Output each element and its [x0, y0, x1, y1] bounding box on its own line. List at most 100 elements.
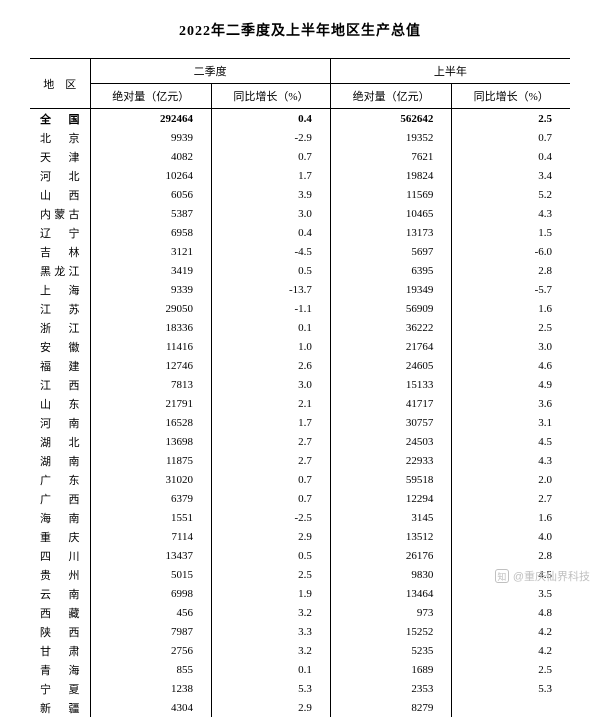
h1-yoy-cell: 1.5 [452, 223, 570, 242]
region-cell: 湖 北 [30, 432, 90, 451]
q2-abs-cell: 1238 [90, 679, 212, 698]
q2-yoy-cell: 1.7 [212, 166, 331, 185]
h1-abs-cell: 15252 [330, 622, 452, 641]
h1-abs-cell: 3145 [330, 508, 452, 527]
q2-abs-cell: 6379 [90, 489, 212, 508]
region-cell: 江 西 [30, 375, 90, 394]
h1-abs-cell: 10465 [330, 204, 452, 223]
q2-yoy-cell: 0.5 [212, 261, 331, 280]
h1-yoy-cell: 3.6 [452, 394, 570, 413]
h1-yoy-cell: 2.5 [452, 660, 570, 679]
q2-yoy-cell: 2.6 [212, 356, 331, 375]
q2-yoy-cell: 3.0 [212, 204, 331, 223]
q2-abs-cell: 12746 [90, 356, 212, 375]
q2-abs-cell: 6958 [90, 223, 212, 242]
header-h1-abs: 绝对量（亿元） [330, 84, 452, 109]
region-cell: 内蒙古 [30, 204, 90, 223]
region-cell: 河 北 [30, 166, 90, 185]
table-row: 浙 江183360.1362222.5 [30, 318, 570, 337]
h1-yoy-cell: 5.3 [452, 679, 570, 698]
table-row: 陕 西79873.3152524.2 [30, 622, 570, 641]
q2-abs-cell: 29050 [90, 299, 212, 318]
q2-yoy-cell: -4.5 [212, 242, 331, 261]
region-cell: 云 南 [30, 584, 90, 603]
table-row: 湖 南118752.7229334.3 [30, 451, 570, 470]
header-region: 地 区 [30, 59, 90, 109]
table-row: 北 京9939-2.9193520.7 [30, 128, 570, 147]
q2-yoy-cell: 0.7 [212, 147, 331, 166]
h1-yoy-cell: 5.2 [452, 185, 570, 204]
h1-abs-cell: 13173 [330, 223, 452, 242]
h1-abs-cell: 24605 [330, 356, 452, 375]
table-row: 四 川134370.5261762.8 [30, 546, 570, 565]
h1-abs-cell: 12294 [330, 489, 452, 508]
q2-abs-cell: 9939 [90, 128, 212, 147]
h1-yoy-cell: 4.6 [452, 356, 570, 375]
h1-abs-cell: 973 [330, 603, 452, 622]
table-row: 新 疆43042.98279 [30, 698, 570, 717]
table-row: 山 东217912.1417173.6 [30, 394, 570, 413]
h1-abs-cell: 19352 [330, 128, 452, 147]
header-q2: 二季度 [90, 59, 330, 84]
h1-abs-cell: 41717 [330, 394, 452, 413]
q2-yoy-cell: 1.0 [212, 337, 331, 356]
table-row: 甘 肃27563.252354.2 [30, 641, 570, 660]
table-row: 吉 林3121-4.55697-6.0 [30, 242, 570, 261]
header-q2-yoy: 同比增长（%） [212, 84, 331, 109]
region-cell: 黑龙江 [30, 261, 90, 280]
region-cell: 广 东 [30, 470, 90, 489]
h1-abs-cell: 2353 [330, 679, 452, 698]
h1-yoy-cell: 2.5 [452, 109, 570, 129]
q2-yoy-cell: -1.1 [212, 299, 331, 318]
q2-abs-cell: 31020 [90, 470, 212, 489]
region-cell: 海 南 [30, 508, 90, 527]
h1-yoy-cell: 4.9 [452, 375, 570, 394]
q2-yoy-cell: 1.9 [212, 584, 331, 603]
region-cell: 贵 州 [30, 565, 90, 584]
h1-abs-cell: 562642 [330, 109, 452, 129]
q2-abs-cell: 6056 [90, 185, 212, 204]
table-row: 辽 宁69580.4131731.5 [30, 223, 570, 242]
q2-abs-cell: 2756 [90, 641, 212, 660]
h1-abs-cell: 1689 [330, 660, 452, 679]
table-row: 海 南1551-2.531451.6 [30, 508, 570, 527]
q2-abs-cell: 10264 [90, 166, 212, 185]
h1-abs-cell: 5697 [330, 242, 452, 261]
region-cell: 甘 肃 [30, 641, 90, 660]
q2-yoy-cell: 0.7 [212, 489, 331, 508]
h1-yoy-cell: 4.5 [452, 432, 570, 451]
h1-yoy-cell: 3.4 [452, 166, 570, 185]
h1-abs-cell: 15133 [330, 375, 452, 394]
table-row: 广 东310200.7595182.0 [30, 470, 570, 489]
h1-yoy-cell: 2.5 [452, 318, 570, 337]
region-cell: 辽 宁 [30, 223, 90, 242]
region-cell: 四 川 [30, 546, 90, 565]
q2-yoy-cell: -2.5 [212, 508, 331, 527]
h1-yoy-cell: 2.8 [452, 261, 570, 280]
q2-abs-cell: 13698 [90, 432, 212, 451]
h1-abs-cell: 7621 [330, 147, 452, 166]
q2-yoy-cell: 3.2 [212, 641, 331, 660]
table-row: 青 海8550.116892.5 [30, 660, 570, 679]
q2-yoy-cell: -13.7 [212, 280, 331, 299]
q2-yoy-cell: 2.5 [212, 565, 331, 584]
q2-abs-cell: 5015 [90, 565, 212, 584]
region-cell: 江 苏 [30, 299, 90, 318]
region-cell: 西 藏 [30, 603, 90, 622]
h1-abs-cell: 9830 [330, 565, 452, 584]
region-cell: 湖 南 [30, 451, 90, 470]
h1-yoy-cell: 4.0 [452, 527, 570, 546]
region-cell: 天 津 [30, 147, 90, 166]
q2-yoy-cell: 3.2 [212, 603, 331, 622]
q2-abs-cell: 4082 [90, 147, 212, 166]
region-cell: 新 疆 [30, 698, 90, 717]
q2-abs-cell: 855 [90, 660, 212, 679]
region-cell: 北 京 [30, 128, 90, 147]
table-row: 贵 州50152.598304.5 [30, 565, 570, 584]
q2-abs-cell: 7813 [90, 375, 212, 394]
q2-abs-cell: 7114 [90, 527, 212, 546]
gdp-table: 地 区 二季度 上半年 绝对量（亿元） 同比增长（%） 绝对量（亿元） 同比增长… [30, 58, 570, 717]
h1-abs-cell: 11569 [330, 185, 452, 204]
h1-yoy-cell: 0.7 [452, 128, 570, 147]
q2-yoy-cell: 3.9 [212, 185, 331, 204]
